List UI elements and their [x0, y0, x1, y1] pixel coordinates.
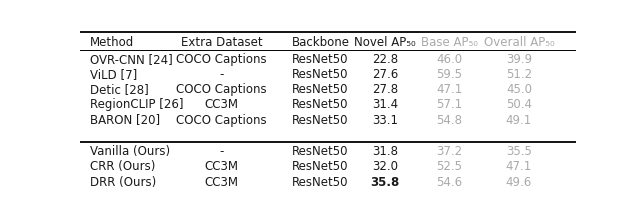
Text: 50.4: 50.4: [506, 98, 532, 111]
Text: 57.1: 57.1: [436, 98, 463, 111]
Text: 31.8: 31.8: [372, 145, 398, 158]
Text: 22.8: 22.8: [372, 53, 398, 66]
Text: CC3M: CC3M: [204, 176, 238, 189]
Text: 49.6: 49.6: [506, 176, 532, 189]
Text: CC3M: CC3M: [204, 161, 238, 173]
Text: 59.5: 59.5: [436, 68, 463, 81]
Text: ResNet50: ResNet50: [292, 68, 349, 81]
Text: ResNet50: ResNet50: [292, 98, 349, 111]
Text: ResNet50: ResNet50: [292, 83, 349, 96]
Text: 31.4: 31.4: [372, 98, 398, 111]
Text: 35.8: 35.8: [371, 176, 399, 189]
Text: Overall AP₅₀: Overall AP₅₀: [484, 36, 554, 49]
Text: 39.9: 39.9: [506, 53, 532, 66]
Text: 54.6: 54.6: [436, 176, 463, 189]
Text: ResNet50: ResNet50: [292, 145, 349, 158]
Text: Novel AP₅₀: Novel AP₅₀: [354, 36, 416, 49]
Text: -: -: [219, 68, 223, 81]
Text: RegionCLIP [26]: RegionCLIP [26]: [90, 98, 184, 111]
Text: ResNet50: ResNet50: [292, 161, 349, 173]
Text: COCO Captions: COCO Captions: [176, 113, 267, 126]
Text: 45.0: 45.0: [506, 83, 532, 96]
Text: 32.0: 32.0: [372, 161, 398, 173]
Text: 35.5: 35.5: [506, 145, 532, 158]
Text: Detic [28]: Detic [28]: [90, 83, 148, 96]
Text: Base AP₅₀: Base AP₅₀: [421, 36, 478, 49]
Text: COCO Captions: COCO Captions: [176, 53, 267, 66]
Text: 47.1: 47.1: [436, 83, 463, 96]
Text: 47.1: 47.1: [506, 161, 532, 173]
Text: Backbone: Backbone: [292, 36, 349, 49]
Text: 51.2: 51.2: [506, 68, 532, 81]
Text: OVR-CNN [24]: OVR-CNN [24]: [90, 53, 173, 66]
Text: 54.8: 54.8: [436, 113, 463, 126]
Text: Extra Dataset: Extra Dataset: [180, 36, 262, 49]
Text: 27.8: 27.8: [372, 83, 398, 96]
Text: 46.0: 46.0: [436, 53, 463, 66]
Text: 49.1: 49.1: [506, 113, 532, 126]
Text: 52.5: 52.5: [436, 161, 463, 173]
Text: ResNet50: ResNet50: [292, 53, 349, 66]
Text: 27.6: 27.6: [372, 68, 398, 81]
Text: ResNet50: ResNet50: [292, 176, 349, 189]
Text: -: -: [219, 145, 223, 158]
Text: COCO Captions: COCO Captions: [176, 83, 267, 96]
Text: CC3M: CC3M: [204, 98, 238, 111]
Text: 37.2: 37.2: [436, 145, 463, 158]
Text: ResNet50: ResNet50: [292, 113, 349, 126]
Text: DRR (Ours): DRR (Ours): [90, 176, 156, 189]
Text: BARON [20]: BARON [20]: [90, 113, 160, 126]
Text: CRR (Ours): CRR (Ours): [90, 161, 156, 173]
Text: Method: Method: [90, 36, 134, 49]
Text: Vanilla (Ours): Vanilla (Ours): [90, 145, 170, 158]
Text: 33.1: 33.1: [372, 113, 398, 126]
Text: ViLD [7]: ViLD [7]: [90, 68, 137, 81]
